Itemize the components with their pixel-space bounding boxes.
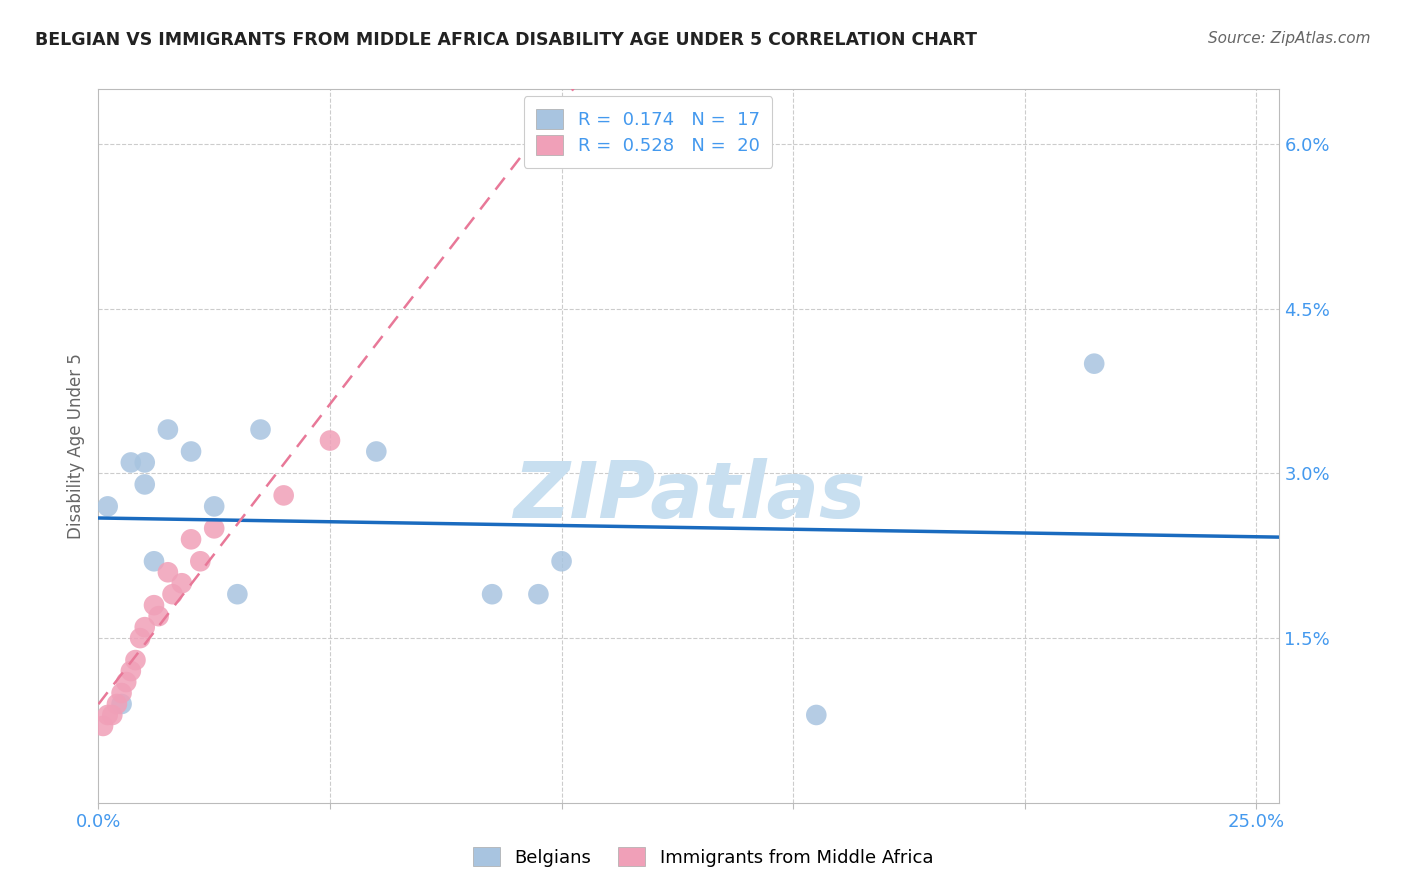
- Text: BELGIAN VS IMMIGRANTS FROM MIDDLE AFRICA DISABILITY AGE UNDER 5 CORRELATION CHAR: BELGIAN VS IMMIGRANTS FROM MIDDLE AFRICA…: [35, 31, 977, 49]
- Point: [202, 500, 225, 514]
- Point: [366, 444, 388, 458]
- Point: [143, 598, 166, 612]
- Point: [97, 500, 120, 514]
- Point: [148, 609, 170, 624]
- Point: [550, 554, 572, 568]
- Point: [105, 697, 128, 711]
- Point: [202, 521, 225, 535]
- Y-axis label: Disability Age Under 5: Disability Age Under 5: [67, 353, 86, 539]
- Point: [156, 423, 179, 437]
- Point: [124, 653, 146, 667]
- Point: [129, 631, 152, 645]
- Point: [806, 708, 828, 723]
- Point: [120, 455, 142, 469]
- Point: [1083, 357, 1105, 371]
- Legend: Belgians, Immigrants from Middle Africa: Belgians, Immigrants from Middle Africa: [465, 840, 941, 874]
- Point: [170, 576, 193, 591]
- Point: [527, 587, 550, 601]
- Point: [101, 708, 124, 723]
- Point: [319, 434, 342, 448]
- Point: [134, 477, 156, 491]
- Point: [162, 587, 184, 601]
- Point: [188, 554, 211, 568]
- Point: [180, 533, 202, 547]
- Point: [226, 587, 249, 601]
- Point: [97, 708, 120, 723]
- Point: [273, 488, 295, 502]
- Point: [249, 423, 271, 437]
- Text: ZIPatlas: ZIPatlas: [513, 458, 865, 534]
- Point: [134, 455, 156, 469]
- Point: [180, 444, 202, 458]
- Point: [110, 697, 132, 711]
- Point: [481, 587, 503, 601]
- Point: [91, 719, 114, 733]
- Point: [134, 620, 156, 634]
- Point: [120, 664, 142, 678]
- Legend: R =  0.174   N =  17, R =  0.528   N =  20: R = 0.174 N = 17, R = 0.528 N = 20: [523, 96, 772, 168]
- Point: [110, 686, 132, 700]
- Point: [156, 566, 179, 580]
- Text: Source: ZipAtlas.com: Source: ZipAtlas.com: [1208, 31, 1371, 46]
- Point: [143, 554, 166, 568]
- Point: [115, 675, 138, 690]
